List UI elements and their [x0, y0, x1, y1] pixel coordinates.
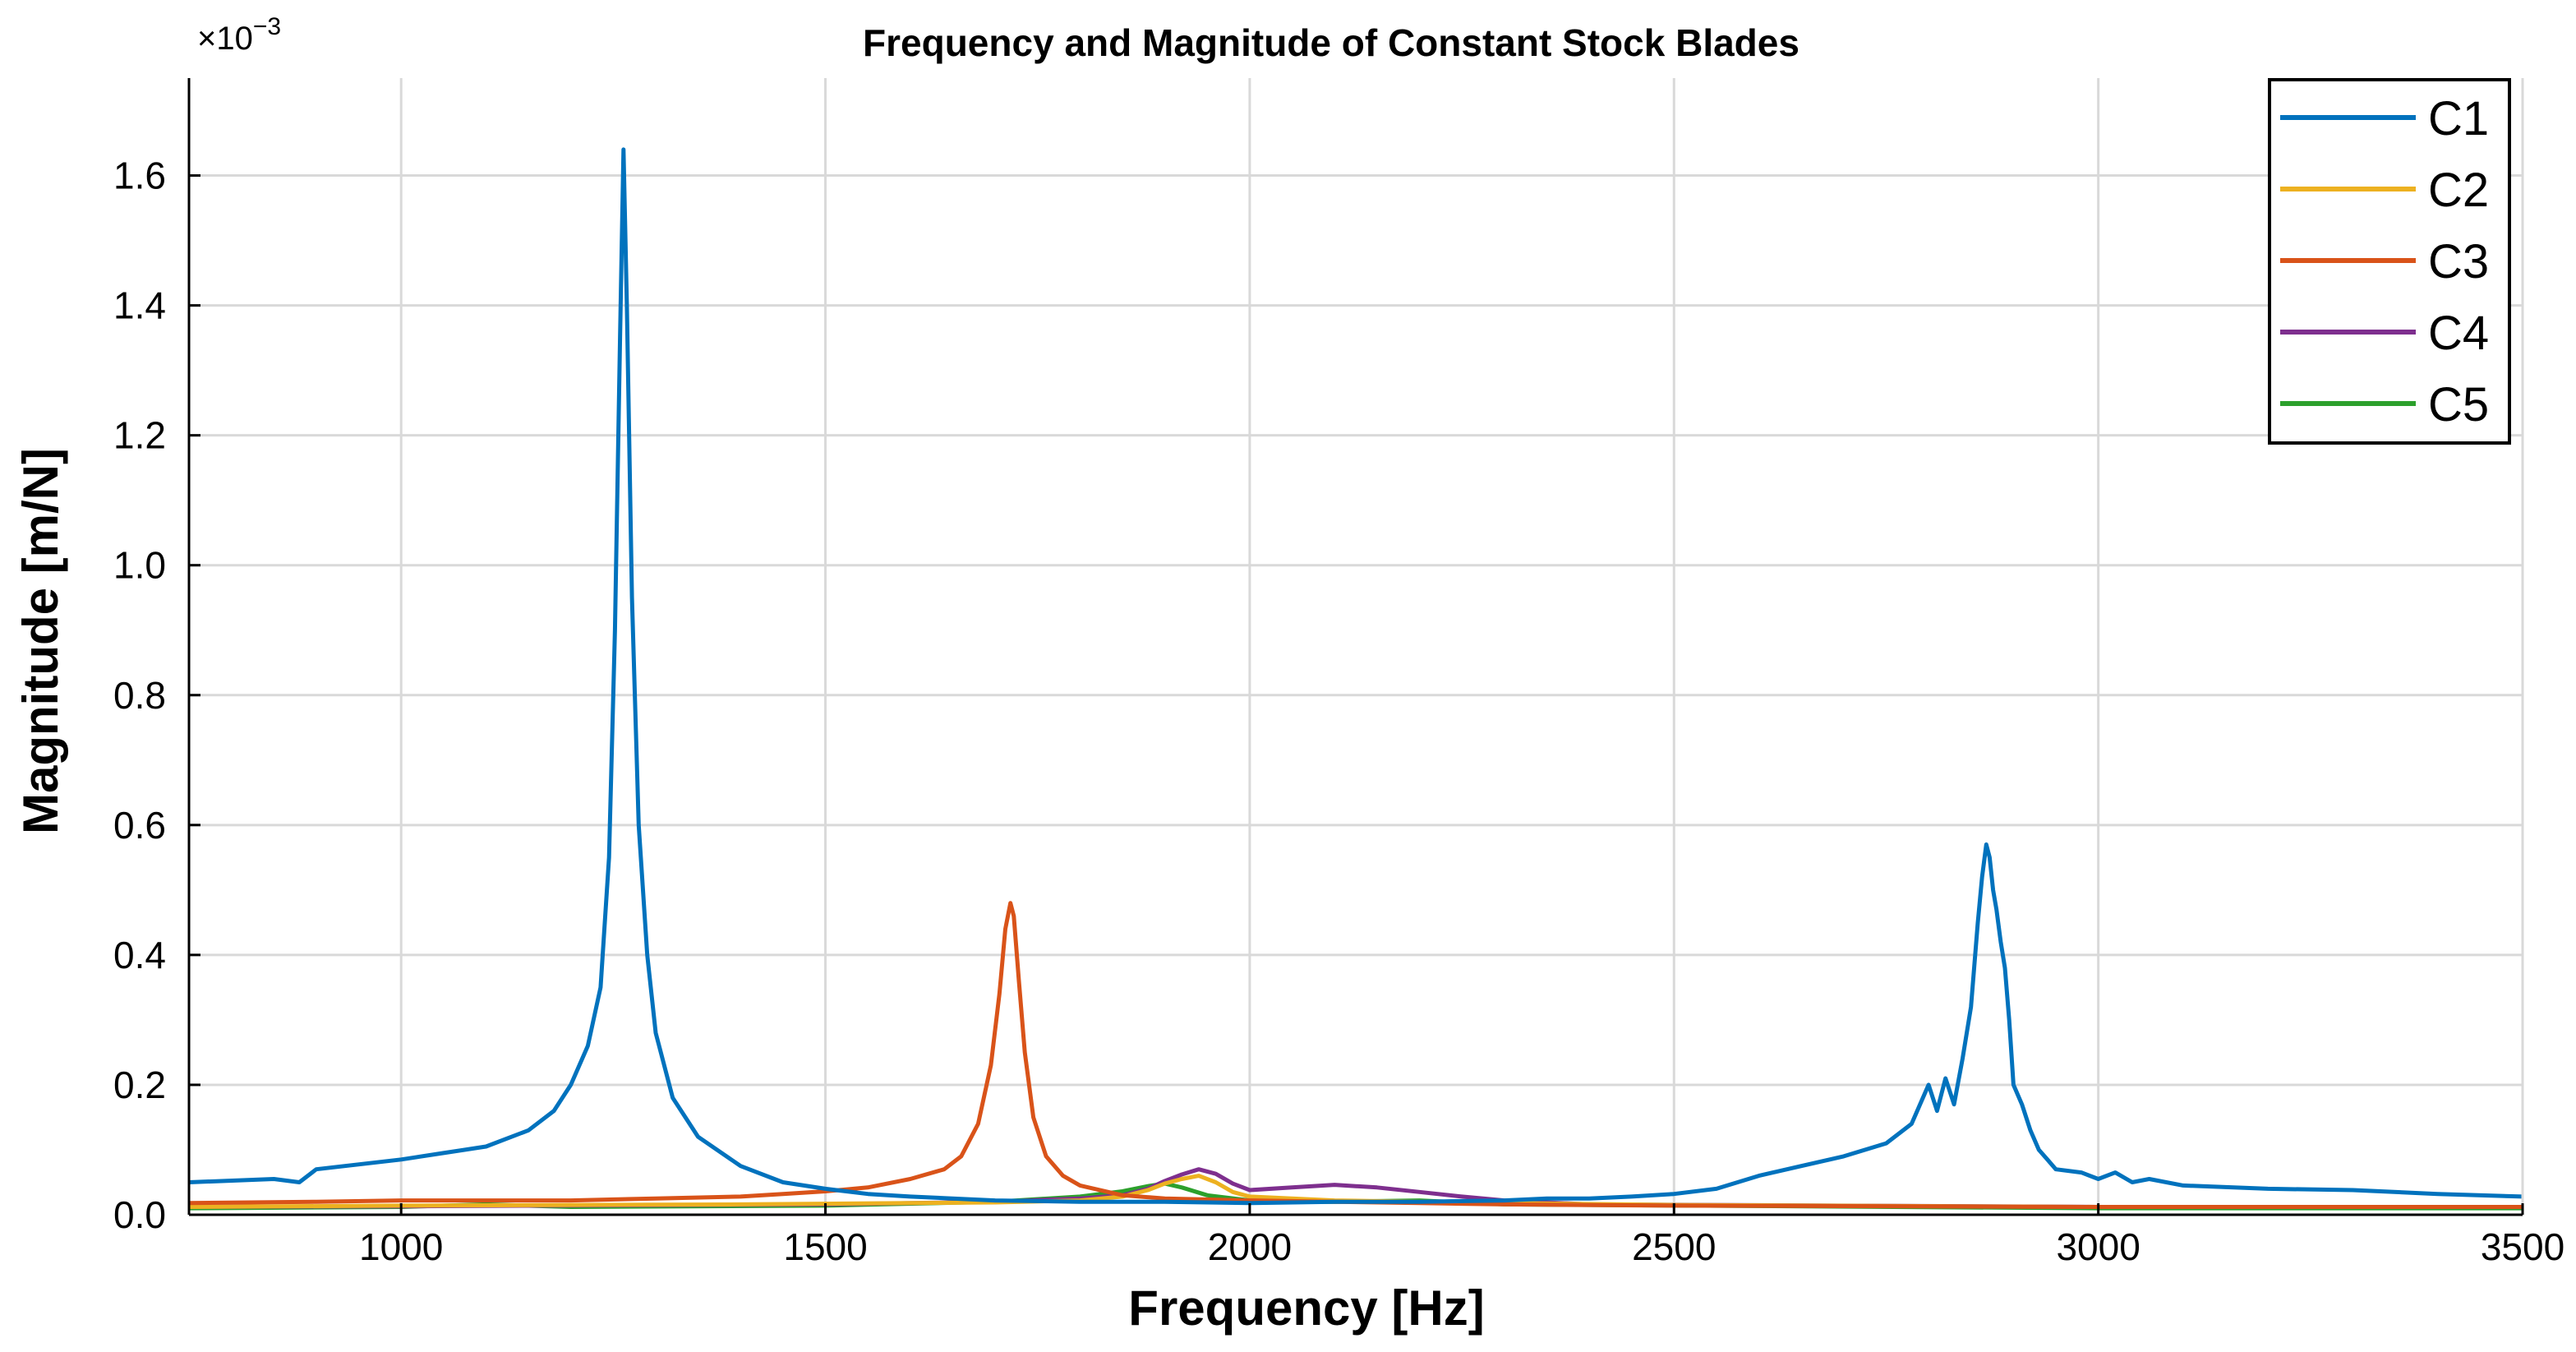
chart-title: Frequency and Magnitude of Constant Stoc…: [863, 21, 1800, 64]
x-tick-label-1: 1500: [783, 1225, 867, 1268]
x-tick-label-5: 3500: [2481, 1225, 2564, 1268]
series-line-C1: [188, 147, 2523, 1206]
legend-label-C1: C1: [2428, 92, 2489, 145]
legend-label-C3: C3: [2428, 235, 2489, 288]
y-tick-label-4: 0.8: [113, 674, 166, 717]
x-tick-label-0: 1000: [359, 1225, 443, 1268]
y-axis-label: Magnitude [m/N]: [13, 448, 68, 834]
x-tick-label-3: 2500: [1632, 1225, 1716, 1268]
y-tick-label-7: 1.4: [113, 284, 166, 327]
y-tick-label-6: 1.2: [113, 414, 166, 457]
legend: C1 C2 C3 C4 C5: [2268, 78, 2511, 445]
x-axis-label: Frequency [Hz]: [1128, 1280, 1484, 1336]
y-tick-label-2: 0.4: [113, 934, 166, 976]
series-layer: [188, 147, 2523, 1211]
y-multiplier: ×10−3: [197, 13, 281, 57]
y-tick-label-0: 0.0: [113, 1193, 166, 1236]
x-tick-label-4: 3000: [2056, 1225, 2140, 1268]
x-tick-label-2: 2000: [1208, 1225, 1292, 1268]
legend-label-C5: C5: [2428, 378, 2489, 431]
y-multiplier-base: ×10: [197, 21, 253, 57]
y-tick-label-5: 1.0: [113, 544, 166, 587]
tick-labels: 1000 1500 2000 2500 3000 3500 0.0 0.2 0.4 0.6 0.8 1…: [113, 155, 2564, 1268]
legend-label-C4: C4: [2428, 307, 2489, 360]
y-tick-label-8: 1.6: [113, 155, 166, 197]
axes: [187, 78, 2524, 1216]
y-tick-label-3: 0.6: [113, 804, 166, 847]
y-exponent: −3: [253, 13, 281, 40]
y-tick-label-1: 0.2: [113, 1064, 166, 1106]
legend-label-C2: C2: [2428, 164, 2489, 217]
